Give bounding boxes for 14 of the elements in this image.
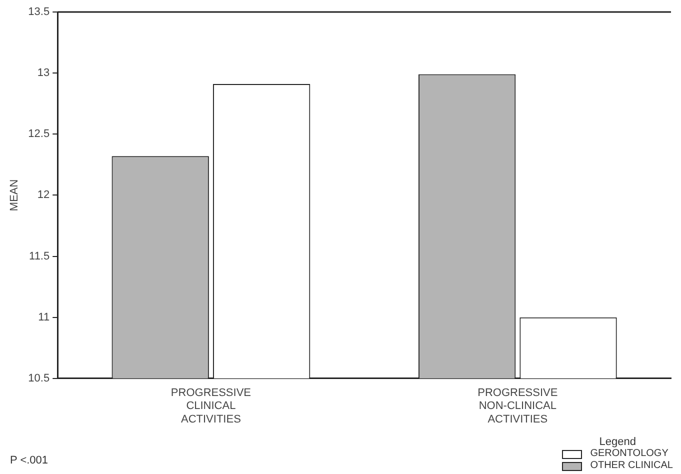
y-tick-label: 11.5 xyxy=(29,250,50,262)
x-tick-label: PROGRESSIVE NON-CLINICAL ACTIVITIES xyxy=(478,387,558,426)
y-tick-label: 13.5 xyxy=(28,6,50,18)
y-tick-label: 13 xyxy=(37,67,50,80)
legend-label: OTHER CLINICAL xyxy=(590,460,673,472)
y-tick-label: 12.5 xyxy=(28,128,50,140)
y-tick-label: 11 xyxy=(38,311,50,324)
text: P <.001 xyxy=(10,454,48,467)
legend-title: Legend xyxy=(598,436,637,448)
y-tick-label: 10.5 xyxy=(28,372,50,384)
x-tick-label: PROGRESSIVE CLINICAL ACTIVITIES xyxy=(170,387,251,426)
y-axis-title: MEAN xyxy=(8,179,21,212)
y-tick-label: 12 xyxy=(37,189,50,202)
series-label: GERONTOLOGY xyxy=(590,448,668,460)
